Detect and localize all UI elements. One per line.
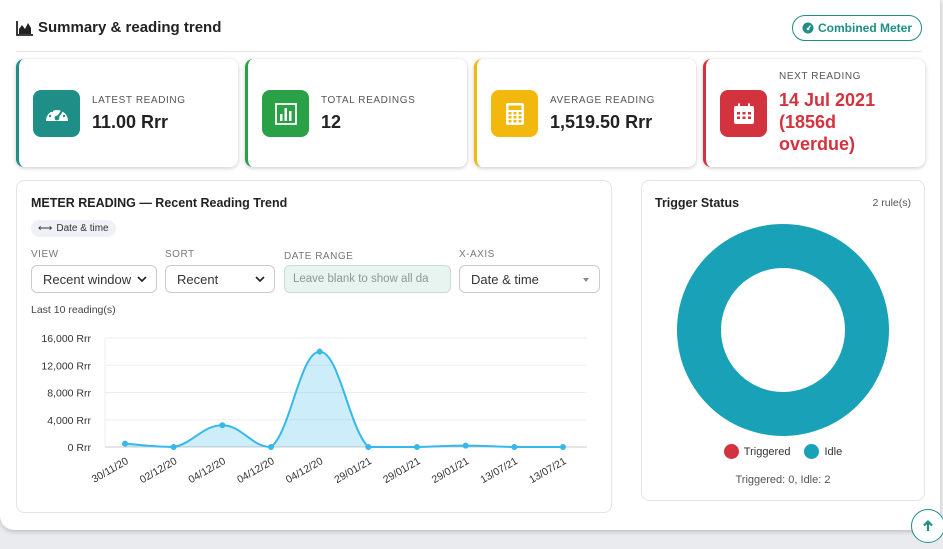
x-tick-label: 29/01/21 (430, 455, 472, 486)
chevron-down-icon (137, 276, 147, 283)
series-area (125, 351, 563, 447)
card-value: 12 (321, 112, 342, 132)
data-point (268, 444, 274, 450)
date-time-chip[interactable]: ⟷ Date & time (31, 220, 116, 237)
legend-idle-label: Idle (824, 445, 843, 458)
x-tick-label: 13/07/21 (527, 455, 569, 486)
calculator-icon (491, 90, 538, 137)
data-point (414, 444, 420, 450)
page-title: Summary & reading trend (38, 19, 222, 36)
total-readings-card: TOTAL READINGS 12 (245, 59, 467, 167)
next-reading-card: NEXT READING 14 Jul 2021 (1856d overdue) (703, 59, 925, 167)
rules-count: 2 rule(s) (872, 197, 911, 209)
data-point (511, 444, 518, 450)
view-select[interactable]: Recent window (31, 265, 157, 293)
y-tick-label: 8,000 Rrr (47, 388, 91, 400)
data-point (122, 440, 128, 447)
reading-trend-card: METER READING — Recent Reading Trend ⟷ D… (16, 180, 612, 513)
dashboard-gauge-icon (33, 90, 80, 137)
summary-header: Summary & reading trend Combined Meter (16, 10, 922, 52)
x-tick-label: 13/07/21 (478, 455, 520, 486)
chip-label: Date & time (56, 223, 109, 234)
card-label: LATEST READING (92, 95, 186, 106)
card-value: 1,519.50 Rrr (550, 112, 653, 132)
x-tick-label: 30/11/20 (90, 455, 131, 486)
xaxis-label: X-AXIS (459, 249, 495, 260)
y-tick-label: 4,000 Rrr (47, 415, 91, 427)
triggered-dot (723, 444, 739, 459)
data-point (316, 348, 323, 355)
caret-down-icon (583, 278, 589, 282)
card-label: NEXT READING (779, 71, 862, 82)
trigger-summary: Triggered: 0, Idle: 2 (735, 474, 831, 486)
legend-triggered[interactable]: Triggered (723, 444, 791, 459)
area-chart-icon (16, 21, 33, 36)
y-tick-label: 16,000 Rrr (41, 333, 91, 345)
series-line (124, 350, 563, 449)
combined-meter-button[interactable]: Combined Meter (791, 15, 922, 41)
sort-label: SORT (165, 249, 195, 260)
latest-reading-card: LATEST READING 11.00 Rrr (16, 59, 238, 167)
x-tick-label: 04/12/20 (186, 455, 228, 486)
trigger-legend: Triggered Idle (642, 444, 924, 459)
x-tick-label: 29/01/21 (332, 455, 374, 486)
scroll-to-top-button[interactable] (911, 509, 943, 543)
sort-select[interactable]: Recent (165, 265, 275, 293)
gauge-icon (802, 22, 814, 34)
x-tick-label: 02/12/20 (138, 455, 180, 486)
y-tick-label: 0 Rrr (68, 442, 92, 454)
data-point (170, 444, 177, 450)
date-range-label: DATE RANGE (284, 251, 354, 262)
donut-slice-idle[interactable] (677, 224, 889, 436)
data-point (462, 442, 469, 449)
combined-meter-label: Combined Meter (817, 21, 912, 35)
trend-chart: 0 Rrr 4,000 Rrr 8,000 Rrr 12,000 Rrr 16,000 … (41, 333, 587, 486)
calendar-icon (720, 90, 767, 137)
date-range-placeholder: Leave blank to show all da (293, 273, 429, 285)
xaxis-select[interactable]: Date & time (459, 265, 600, 293)
legend-triggered-label: Triggered (743, 445, 791, 458)
view-value: Recent window (43, 271, 132, 287)
average-reading-card: AVERAGE READING 1,519.50 Rrr (474, 59, 696, 167)
double-arrow-icon: ⟷ (38, 223, 53, 234)
card-label: AVERAGE READING (550, 95, 655, 106)
y-tick-label: 12,000 Rrr (41, 360, 91, 372)
trigger-donut-chart (677, 224, 889, 436)
card-value: 11.00 Rrr (92, 112, 169, 132)
x-tick-label: 29/01/21 (381, 455, 423, 486)
trigger-title: Trigger Status (655, 196, 740, 210)
x-tick-label: 04/12/20 (235, 455, 277, 486)
trigger-status-card: Trigger Status 2 rule(s) Triggered Idle … (641, 180, 925, 501)
reading-count: Last 10 reading(s) (31, 304, 116, 316)
chevron-down-icon (255, 276, 265, 283)
view-label: VIEW (31, 249, 59, 260)
date-range-input[interactable]: Leave blank to show all da (284, 265, 451, 293)
bar-chart-icon (262, 90, 309, 137)
x-tick-label: 04/12/20 (284, 455, 326, 486)
xaxis-value: Date & time (471, 271, 539, 287)
summary-panel: Summary & reading trend Combined Meter L… (0, 0, 940, 530)
data-point (560, 444, 566, 450)
legend-idle[interactable]: Idle (804, 444, 842, 459)
card-label: TOTAL READINGS (321, 95, 416, 106)
sort-value: Recent (177, 271, 219, 287)
idle-dot (804, 444, 820, 459)
arrow-up-icon (923, 519, 933, 531)
trend-title: METER READING — Recent Reading Trend (31, 196, 288, 210)
data-point (365, 444, 372, 450)
card-value: 14 Jul 2021 (1856d overdue) (779, 90, 876, 154)
data-point (219, 422, 226, 429)
